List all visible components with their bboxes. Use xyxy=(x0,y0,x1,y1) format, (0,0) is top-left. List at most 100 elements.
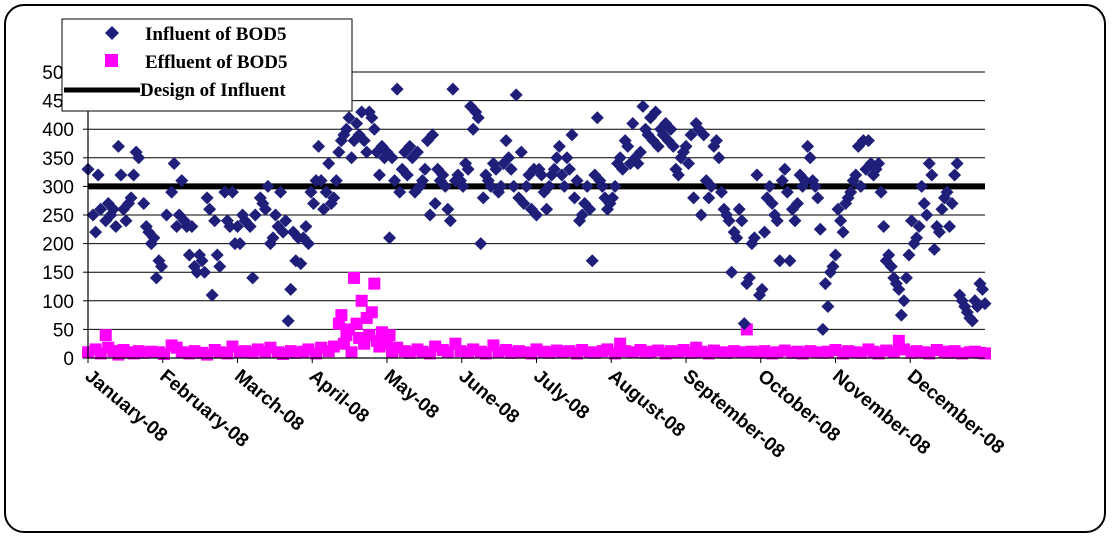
influent-point xyxy=(704,179,718,193)
influent-point xyxy=(884,259,898,273)
influent-point xyxy=(494,179,508,193)
influent-point xyxy=(570,174,584,188)
influent-point xyxy=(834,214,848,228)
influent-point xyxy=(664,122,678,136)
x-tick-label: April-08 xyxy=(305,366,373,428)
influent-point xyxy=(557,179,571,193)
influent-point xyxy=(742,271,756,285)
influent-point xyxy=(124,191,138,205)
influent-point xyxy=(585,254,599,268)
influent-point xyxy=(922,157,936,171)
effluent-series xyxy=(82,271,991,361)
influent-point xyxy=(818,277,832,291)
influent-point xyxy=(540,202,554,216)
y-tick-label: 400 xyxy=(42,120,74,141)
y-tick-label: 350 xyxy=(42,149,74,170)
influent-point xyxy=(509,88,523,102)
influent-point xyxy=(920,208,934,222)
influent-point xyxy=(943,219,957,233)
influent-point xyxy=(147,231,161,245)
legend-influent-marker xyxy=(105,26,119,40)
influent-point xyxy=(149,271,163,285)
influent-point xyxy=(519,179,533,193)
influent-point xyxy=(905,214,919,228)
influent-point xyxy=(165,185,179,199)
influent-point xyxy=(765,197,779,211)
influent-point xyxy=(697,128,711,142)
influent-point xyxy=(694,208,708,222)
effluent-point xyxy=(368,277,381,290)
influent-point xyxy=(730,231,744,245)
legend-influent-label: Influent of BOD5 xyxy=(145,24,286,45)
influent-point xyxy=(732,202,746,216)
x-tick-label: January-08 xyxy=(81,366,171,447)
influent-point xyxy=(342,111,356,125)
effluent-point xyxy=(350,317,363,330)
influent-point xyxy=(365,111,379,125)
influent-point xyxy=(950,157,964,171)
influent-point xyxy=(910,231,924,245)
influent-point xyxy=(940,185,954,199)
y-tick-label: 50 xyxy=(53,320,74,341)
influent-point xyxy=(456,179,470,193)
influent-point xyxy=(461,162,475,176)
influent-point xyxy=(466,122,480,136)
influent-point xyxy=(687,191,701,205)
influent-point xyxy=(231,219,244,233)
influent-point xyxy=(403,139,417,153)
influent-point xyxy=(304,185,318,199)
influent-point xyxy=(829,248,842,262)
influent-point xyxy=(246,271,260,285)
influent-point xyxy=(372,168,386,182)
influent-point xyxy=(550,151,564,165)
influent-point xyxy=(631,157,645,171)
influent-point xyxy=(489,162,503,176)
influent-point xyxy=(872,157,886,171)
influent-point xyxy=(137,197,151,211)
influent-point xyxy=(616,162,630,176)
influent-point xyxy=(854,179,868,193)
influent-point xyxy=(816,322,830,336)
influent-point xyxy=(182,248,196,262)
influent-point xyxy=(770,214,784,228)
influent-point xyxy=(418,162,432,176)
influent-point xyxy=(111,139,125,153)
influent-point xyxy=(261,179,275,193)
y-tick-label: 250 xyxy=(42,206,74,227)
influent-point xyxy=(357,134,371,148)
influent-point xyxy=(778,162,792,176)
influent-point xyxy=(978,297,992,311)
influent-point xyxy=(86,208,100,222)
influent-point xyxy=(314,174,328,188)
influent-point xyxy=(225,185,239,199)
influent-point xyxy=(127,168,141,182)
influent-point xyxy=(446,82,460,96)
influent-point xyxy=(393,185,407,199)
influent-point xyxy=(205,288,219,302)
effluent-point xyxy=(609,347,622,360)
influent-point xyxy=(808,179,822,193)
influent-point xyxy=(443,214,457,228)
influent-point xyxy=(279,214,293,228)
effluent-point xyxy=(335,309,348,322)
influent-point xyxy=(299,219,313,233)
influent-point xyxy=(517,197,531,211)
influent-series xyxy=(81,82,992,336)
influent-point xyxy=(666,139,680,153)
influent-point xyxy=(317,202,331,216)
influent-point xyxy=(319,185,333,199)
influent-point xyxy=(281,314,295,328)
influent-point xyxy=(626,116,640,130)
influent-point xyxy=(119,214,133,228)
influent-point xyxy=(535,168,549,182)
influent-point xyxy=(266,231,280,245)
influent-point xyxy=(902,248,916,262)
influent-point xyxy=(218,185,232,199)
effluent-point xyxy=(979,347,991,360)
influent-point xyxy=(737,317,751,331)
influent-point xyxy=(474,237,488,251)
influent-point xyxy=(948,168,962,182)
influent-point xyxy=(484,179,498,193)
influent-point xyxy=(426,128,440,142)
influent-point xyxy=(560,151,574,165)
